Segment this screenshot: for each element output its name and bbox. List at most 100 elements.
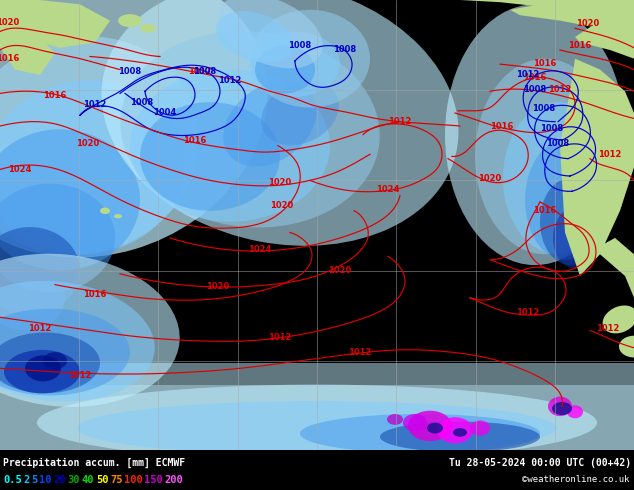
Text: 200: 200: [164, 475, 183, 485]
Text: 1012: 1012: [516, 71, 540, 79]
Text: 1012: 1012: [348, 347, 372, 357]
Text: 100: 100: [124, 475, 143, 485]
Polygon shape: [560, 59, 634, 276]
Text: 1016: 1016: [83, 290, 107, 299]
Text: 75: 75: [110, 475, 122, 485]
Ellipse shape: [408, 411, 452, 441]
Text: 1016: 1016: [533, 58, 557, 68]
Text: 1008: 1008: [540, 123, 564, 133]
Text: 1012: 1012: [548, 85, 572, 94]
Ellipse shape: [120, 31, 380, 227]
Ellipse shape: [0, 281, 155, 401]
Text: ©weatheronline.co.uk: ©weatheronline.co.uk: [522, 475, 630, 485]
Text: 1012: 1012: [188, 67, 212, 76]
Text: 1012: 1012: [268, 333, 292, 343]
Text: 1020: 1020: [268, 178, 292, 187]
Text: 1016: 1016: [523, 73, 547, 82]
Text: 1008: 1008: [524, 85, 547, 94]
Ellipse shape: [0, 36, 200, 255]
Ellipse shape: [380, 421, 540, 452]
Ellipse shape: [37, 385, 597, 461]
Ellipse shape: [0, 333, 100, 393]
Ellipse shape: [0, 227, 80, 314]
Text: 1004: 1004: [153, 108, 177, 118]
Text: 1016: 1016: [183, 136, 207, 145]
Ellipse shape: [503, 102, 613, 254]
Text: 1016: 1016: [490, 122, 514, 130]
Text: 1012: 1012: [598, 150, 622, 159]
Ellipse shape: [140, 24, 156, 33]
Text: 1012: 1012: [388, 117, 411, 126]
Ellipse shape: [0, 309, 130, 395]
Ellipse shape: [619, 336, 634, 358]
Ellipse shape: [101, 0, 458, 246]
Ellipse shape: [255, 46, 315, 94]
Text: 1008: 1008: [533, 104, 555, 113]
Ellipse shape: [130, 70, 330, 221]
Text: 1008: 1008: [131, 98, 153, 107]
Ellipse shape: [0, 265, 65, 330]
Text: 2: 2: [23, 475, 29, 485]
Text: 1008: 1008: [547, 139, 569, 148]
Text: 1020: 1020: [328, 266, 352, 275]
Ellipse shape: [0, 254, 179, 407]
Ellipse shape: [43, 352, 67, 369]
Text: 1024: 1024: [377, 185, 399, 194]
Text: 5: 5: [31, 475, 37, 485]
Ellipse shape: [216, 11, 294, 63]
Text: 1012: 1012: [218, 76, 242, 85]
Ellipse shape: [553, 208, 597, 269]
Ellipse shape: [403, 414, 427, 431]
Text: 1008: 1008: [288, 41, 311, 50]
Text: 1020: 1020: [479, 173, 501, 183]
Polygon shape: [575, 15, 634, 59]
Ellipse shape: [525, 140, 605, 260]
Text: 1016: 1016: [533, 206, 557, 215]
Ellipse shape: [250, 10, 370, 108]
Text: 1016: 1016: [43, 91, 67, 100]
Ellipse shape: [0, 0, 268, 258]
Ellipse shape: [140, 102, 280, 211]
Text: Tu 28-05-2024 00:00 UTC (00+42): Tu 28-05-2024 00:00 UTC (00+42): [449, 458, 631, 468]
Text: 1016: 1016: [568, 41, 592, 50]
Ellipse shape: [602, 305, 634, 333]
Ellipse shape: [445, 4, 625, 265]
Text: 1020: 1020: [576, 20, 600, 28]
Text: 40: 40: [82, 475, 94, 485]
Polygon shape: [0, 385, 634, 450]
Text: 1012: 1012: [83, 100, 107, 109]
Ellipse shape: [114, 214, 122, 219]
Text: 1024: 1024: [8, 165, 32, 174]
Text: 1020: 1020: [0, 18, 20, 27]
Text: 1016: 1016: [0, 54, 20, 63]
Ellipse shape: [223, 81, 317, 167]
Polygon shape: [510, 0, 634, 37]
Ellipse shape: [0, 80, 185, 254]
Polygon shape: [0, 0, 110, 48]
Text: 30: 30: [68, 475, 80, 485]
Text: 1012: 1012: [597, 323, 619, 333]
Text: 50: 50: [96, 475, 108, 485]
Text: 150: 150: [144, 475, 163, 485]
Ellipse shape: [552, 402, 572, 415]
Ellipse shape: [261, 81, 339, 145]
Text: Precipitation accum. [mm] ECMWF: Precipitation accum. [mm] ECMWF: [3, 458, 185, 468]
Ellipse shape: [387, 414, 403, 425]
Ellipse shape: [100, 208, 110, 214]
Polygon shape: [430, 0, 634, 15]
Ellipse shape: [4, 350, 80, 393]
Ellipse shape: [250, 31, 340, 97]
Text: 10: 10: [39, 475, 52, 485]
Ellipse shape: [567, 405, 583, 418]
Text: 1020: 1020: [207, 282, 230, 292]
Ellipse shape: [118, 14, 142, 27]
Text: 1008: 1008: [119, 67, 141, 76]
Text: 20: 20: [54, 475, 66, 485]
Ellipse shape: [453, 428, 467, 437]
Text: 1008: 1008: [193, 67, 217, 76]
Polygon shape: [595, 238, 634, 298]
Ellipse shape: [470, 420, 490, 436]
Text: 1008: 1008: [333, 46, 356, 54]
Ellipse shape: [437, 417, 473, 443]
Ellipse shape: [548, 396, 572, 416]
